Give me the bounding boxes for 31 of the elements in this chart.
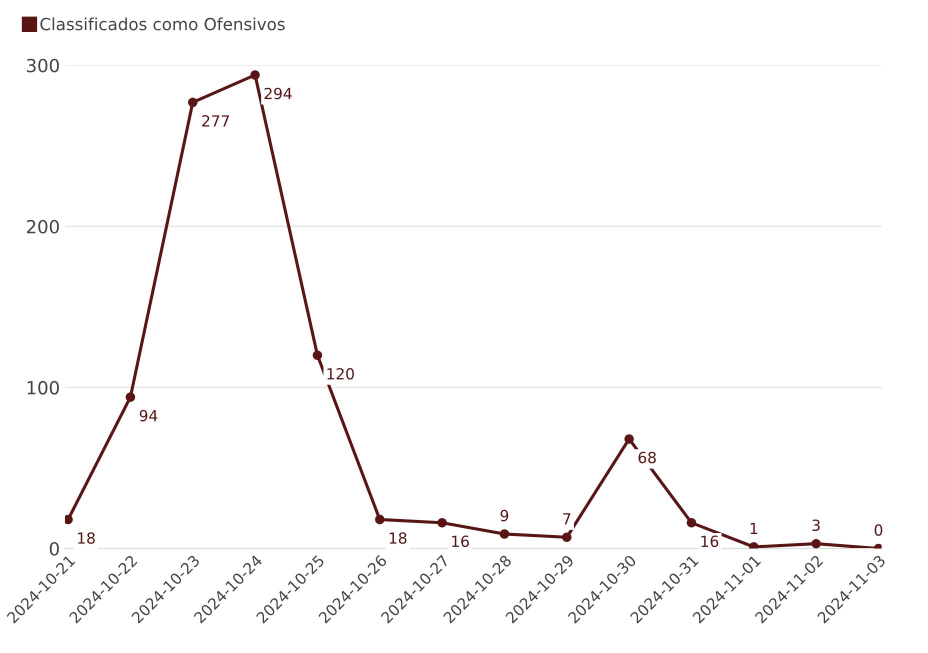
data-label: 18 xyxy=(390,532,406,544)
data-label: 1 xyxy=(750,522,758,534)
point xyxy=(64,514,73,524)
data-label: 3 xyxy=(812,519,820,532)
point xyxy=(624,434,634,444)
data-label: 68 xyxy=(638,452,656,464)
data-label: 94 xyxy=(140,410,158,422)
data-label: 120 xyxy=(327,368,354,380)
point xyxy=(562,532,572,542)
data-label: 0 xyxy=(874,524,882,536)
y-tick-label: 0 xyxy=(50,542,59,556)
point xyxy=(686,518,696,528)
point xyxy=(437,518,447,528)
data-label: 7 xyxy=(563,513,570,524)
point xyxy=(500,529,510,539)
y-tick-label: 200 xyxy=(26,220,59,234)
point xyxy=(811,538,821,548)
data-label: 16 xyxy=(701,536,718,548)
point xyxy=(126,392,136,402)
data-label: 9 xyxy=(500,510,508,522)
point xyxy=(250,70,260,80)
point xyxy=(188,98,198,108)
data-label: 294 xyxy=(264,88,292,100)
data-label: 16 xyxy=(452,536,469,548)
y-tick-label: 100 xyxy=(28,380,59,395)
point xyxy=(312,350,322,360)
y-tick-label: 300 xyxy=(27,58,59,72)
data-label: 18 xyxy=(78,532,95,544)
legend-label: Classificados como Ofensivos xyxy=(40,17,285,30)
data-label: 277 xyxy=(202,115,229,126)
point xyxy=(375,514,385,524)
